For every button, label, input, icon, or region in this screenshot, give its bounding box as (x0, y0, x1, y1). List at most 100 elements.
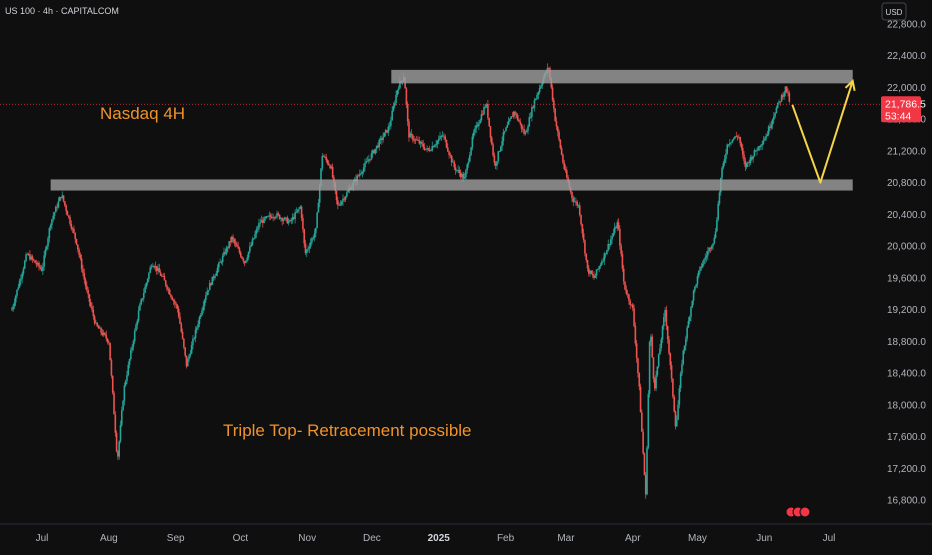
candle-body (453, 161, 456, 168)
candle-body (281, 218, 283, 221)
time-tick-label: Jul (36, 533, 49, 544)
candles-layer (11, 63, 791, 499)
candle-body (585, 253, 588, 260)
candle-body (176, 305, 179, 309)
candle-body (124, 381, 127, 386)
candle-body (114, 414, 117, 433)
candle-body (369, 159, 371, 161)
candle-body (210, 283, 212, 286)
candle-body (682, 350, 685, 365)
candle-body (739, 137, 741, 144)
candle-body (668, 339, 670, 354)
candle-body (11, 309, 13, 311)
candle-body (531, 107, 533, 117)
candle-body (177, 308, 180, 317)
candle-body (769, 126, 771, 128)
candle-body (123, 385, 126, 401)
candle-body (685, 338, 687, 346)
price-tick-label: 18,400.0 (887, 369, 926, 380)
candle-body (159, 272, 162, 276)
candle-body (93, 316, 96, 324)
candle-body (183, 338, 185, 348)
candle-body (104, 332, 106, 335)
candle-body (224, 251, 227, 254)
candle-body (422, 143, 425, 148)
candle-body (198, 317, 201, 325)
candle-body (584, 240, 586, 254)
candle-body (261, 220, 264, 223)
candle-body (87, 290, 89, 295)
candle-body (590, 270, 593, 274)
candle-body (202, 306, 205, 311)
candle-body (554, 108, 556, 122)
candle-body (736, 136, 739, 138)
candle-body (478, 123, 480, 127)
candle-body (700, 266, 703, 268)
time-ticks[interactable]: Jul Aug Sep Oct Nov Dec 2025 Feb Mar Apr May Jun Jul (36, 533, 836, 544)
projection-path[interactable] (791, 80, 854, 184)
candle-body (687, 321, 690, 328)
symbol-label[interactable]: US 100 · 4h · CAPITALCOM (5, 6, 119, 16)
candle-body (628, 294, 630, 301)
candle-body (335, 190, 338, 201)
candle-body (370, 153, 373, 160)
candle-body (741, 148, 744, 155)
candle-body (471, 136, 474, 148)
candle-body (167, 289, 170, 291)
candle-body (533, 100, 536, 108)
candle-body (598, 266, 600, 270)
time-tick-label: May (688, 533, 707, 544)
candle-body (776, 102, 779, 108)
candle-body (417, 140, 419, 141)
candle-body (677, 404, 679, 420)
candle-body (106, 338, 109, 343)
candle-body (648, 342, 651, 394)
zones-layer (50, 69, 853, 191)
candle-body (228, 241, 230, 248)
candle-body (148, 272, 150, 279)
economic-events-icon[interactable] (785, 506, 811, 518)
candle-body (108, 342, 110, 343)
support-zone[interactable] (50, 179, 853, 191)
candle-body (76, 244, 79, 250)
candle-body (343, 198, 346, 200)
time-tick-label: Mar (557, 533, 575, 544)
time-tick-label: Dec (363, 533, 381, 544)
candle-body (30, 256, 33, 260)
candle-body (474, 128, 476, 133)
candle-body (723, 158, 726, 163)
candle-body (466, 164, 468, 171)
price-axis[interactable] (881, 0, 932, 524)
candle-body (430, 150, 432, 152)
candle-body (760, 145, 762, 148)
candle-body (581, 224, 584, 234)
candle-body (190, 345, 193, 354)
candle-body (412, 135, 414, 141)
candle-body (185, 355, 188, 367)
currency-badge[interactable] (881, 2, 907, 21)
candle-body (459, 173, 462, 178)
candle-body (18, 280, 21, 288)
candle-body (679, 373, 682, 389)
candle-body (501, 140, 503, 147)
price-tick-label: 17,200.0 (887, 464, 926, 475)
candle-body (186, 359, 189, 367)
candle-body (688, 316, 691, 322)
candle-body (60, 197, 62, 198)
candle-body (83, 273, 86, 280)
candle-body (111, 375, 114, 393)
candle-body (626, 293, 629, 295)
candle-body (625, 289, 628, 294)
candle-body (145, 282, 148, 287)
candle-body (409, 133, 412, 138)
candle-body (82, 269, 84, 274)
candle-body (269, 215, 272, 217)
resistance-zone[interactable] (391, 69, 853, 84)
candle-body (73, 228, 75, 233)
candle-body (289, 219, 291, 222)
candle-body (678, 388, 681, 405)
candle-body (287, 221, 290, 224)
time-tick-label: Feb (497, 533, 515, 544)
